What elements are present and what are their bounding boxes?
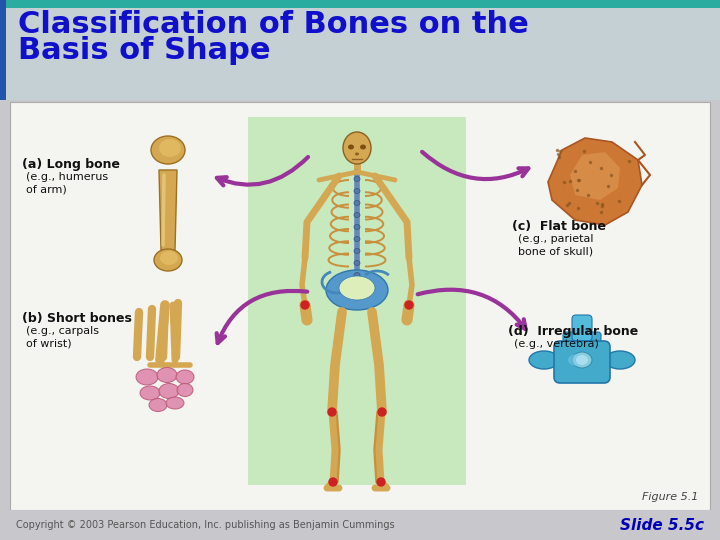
Polygon shape [570, 152, 620, 200]
Ellipse shape [140, 386, 160, 400]
Ellipse shape [354, 177, 360, 181]
Bar [0, 8, 720, 100]
Bar [248, 117, 466, 485]
FancyBboxPatch shape [554, 341, 610, 383]
Text: of arm): of arm) [26, 184, 67, 194]
Ellipse shape [339, 276, 375, 300]
Bar [0, 0, 6, 100]
Circle shape [378, 408, 386, 416]
Text: (c)  Flat bone: (c) Flat bone [512, 220, 606, 233]
Ellipse shape [354, 200, 360, 206]
Text: (e.g., vertebra): (e.g., vertebra) [514, 339, 599, 349]
FancyArrowPatch shape [418, 289, 526, 329]
Ellipse shape [605, 351, 635, 369]
FancyBboxPatch shape [583, 332, 601, 352]
Circle shape [301, 301, 309, 309]
Ellipse shape [159, 383, 179, 399]
Text: (e.g., parietal: (e.g., parietal [518, 234, 593, 244]
Text: Basis of Shape: Basis of Shape [18, 36, 271, 65]
Ellipse shape [354, 273, 360, 278]
Text: of wrist): of wrist) [26, 338, 71, 348]
Ellipse shape [160, 251, 178, 265]
Ellipse shape [177, 383, 193, 396]
Ellipse shape [343, 132, 371, 164]
FancyBboxPatch shape [572, 315, 592, 341]
Ellipse shape [159, 139, 181, 157]
Bar [0, 510, 720, 540]
Ellipse shape [354, 248, 360, 253]
FancyArrowPatch shape [217, 157, 308, 185]
Text: bone of skull): bone of skull) [518, 246, 593, 256]
Ellipse shape [354, 260, 360, 266]
Text: (e.g., humerus: (e.g., humerus [26, 172, 108, 182]
Ellipse shape [360, 145, 366, 150]
Text: Figure 5.1: Figure 5.1 [642, 492, 698, 502]
Text: (d)  Irregular bone: (d) Irregular bone [508, 325, 638, 338]
Text: Slide 5.5c: Slide 5.5c [620, 517, 704, 532]
Ellipse shape [136, 369, 158, 385]
Ellipse shape [151, 136, 185, 164]
Circle shape [405, 301, 413, 309]
FancyArrowPatch shape [217, 291, 307, 343]
Ellipse shape [572, 352, 592, 368]
Ellipse shape [568, 354, 586, 366]
Ellipse shape [576, 355, 588, 365]
FancyBboxPatch shape [563, 332, 581, 352]
Ellipse shape [355, 152, 359, 156]
Polygon shape [159, 170, 177, 250]
Ellipse shape [354, 237, 360, 241]
Ellipse shape [354, 213, 360, 218]
Ellipse shape [326, 270, 388, 310]
Ellipse shape [529, 351, 559, 369]
Circle shape [377, 478, 385, 486]
Ellipse shape [149, 399, 167, 411]
Text: (a) Long bone: (a) Long bone [22, 158, 120, 171]
Ellipse shape [354, 225, 360, 230]
Ellipse shape [166, 397, 184, 409]
Bar [0, 0, 720, 8]
Ellipse shape [176, 370, 194, 384]
Circle shape [329, 478, 337, 486]
Ellipse shape [348, 145, 354, 150]
Ellipse shape [157, 368, 177, 382]
Text: Classification of Bones on the: Classification of Bones on the [18, 10, 528, 39]
Polygon shape [548, 138, 642, 225]
Text: (b) Short bones: (b) Short bones [22, 312, 132, 325]
FancyArrowPatch shape [422, 152, 528, 179]
Text: Copyright © 2003 Pearson Education, Inc. publishing as Benjamin Cummings: Copyright © 2003 Pearson Education, Inc.… [16, 520, 395, 530]
Ellipse shape [354, 188, 360, 193]
Ellipse shape [154, 249, 182, 271]
Text: (e.g., carpals: (e.g., carpals [26, 326, 99, 336]
Bar [10, 102, 710, 510]
Circle shape [328, 408, 336, 416]
